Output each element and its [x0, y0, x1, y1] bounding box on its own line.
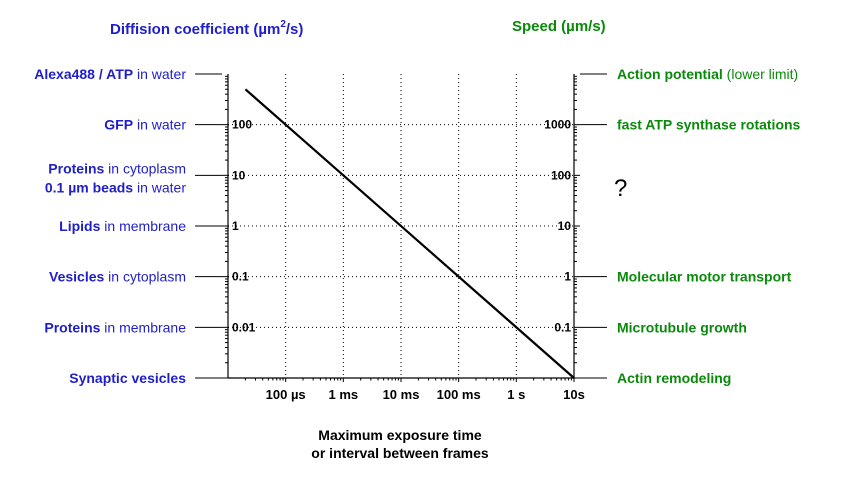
right-axis-title: Speed (µm/s)	[512, 18, 606, 35]
left-tick-label: 100	[232, 118, 252, 132]
left-annotation-label: Vesicles in cytoplasm	[49, 269, 186, 285]
question-mark: ?	[614, 175, 627, 202]
x-tick-label: 10 ms	[383, 387, 420, 402]
left-annotation-label: Synaptic vesicles	[69, 370, 186, 386]
right-annotation-label: Molecular motor transport	[617, 269, 792, 285]
right-annotation-label: Microtubule growth	[617, 319, 747, 335]
left-tick-label: 10	[232, 168, 246, 182]
left-tick-label: 1	[232, 219, 239, 233]
x-tick-label: 10s	[563, 387, 585, 402]
left-annotation-label: GFP in water	[104, 117, 186, 133]
right-tick-label: 1	[564, 270, 571, 284]
x-tick-label: 1 s	[507, 387, 525, 402]
right-tick-label: 100	[551, 168, 571, 182]
x-axis-title-line1: Maximum exposure time	[318, 427, 482, 443]
axes	[222, 74, 580, 382]
left-annotation-label: Lipids in membrane	[59, 218, 186, 234]
left-annotation-label-2: 0.1 µm beads in water	[45, 179, 186, 195]
left-annotation-label: Alexa488 / ATP in water	[34, 66, 186, 82]
x-axis-title-line2: or interval between frames	[311, 445, 489, 461]
x-tick-label: 100 ms	[437, 387, 481, 402]
right-tick-label: 0.1	[554, 320, 571, 334]
left-axis-title: Diffision coefficient (µm2/s)	[110, 19, 303, 38]
left-tick-label: 0.01	[232, 320, 256, 334]
left-tick-label: 0.1	[232, 270, 249, 284]
right-annotation-label: fast ATP synthase rotations	[617, 117, 801, 133]
series-line-path	[244, 88, 575, 379]
right-annotation-label: Action potential (lower limit)	[617, 66, 798, 82]
right-tick-label: 10	[558, 219, 572, 233]
annotations: Alexa488 / ATP in water GFP in water Prote…	[34, 66, 800, 386]
series-line	[244, 88, 575, 379]
left-annotation-label: Proteins in cytoplasm	[48, 160, 186, 176]
x-tick-label: 1 ms	[329, 387, 359, 402]
right-tick-label: 1000	[544, 118, 571, 132]
x-tick-label: 100 µs	[266, 387, 306, 402]
tick-labels: 100 µs 1 ms 10 ms 100 ms 1 s 10s 100 10 1 0.1 0.01…	[232, 118, 585, 402]
left-annotation-label: Proteins in membrane	[44, 319, 186, 335]
right-annotation-label: Actin remodeling	[617, 370, 731, 386]
